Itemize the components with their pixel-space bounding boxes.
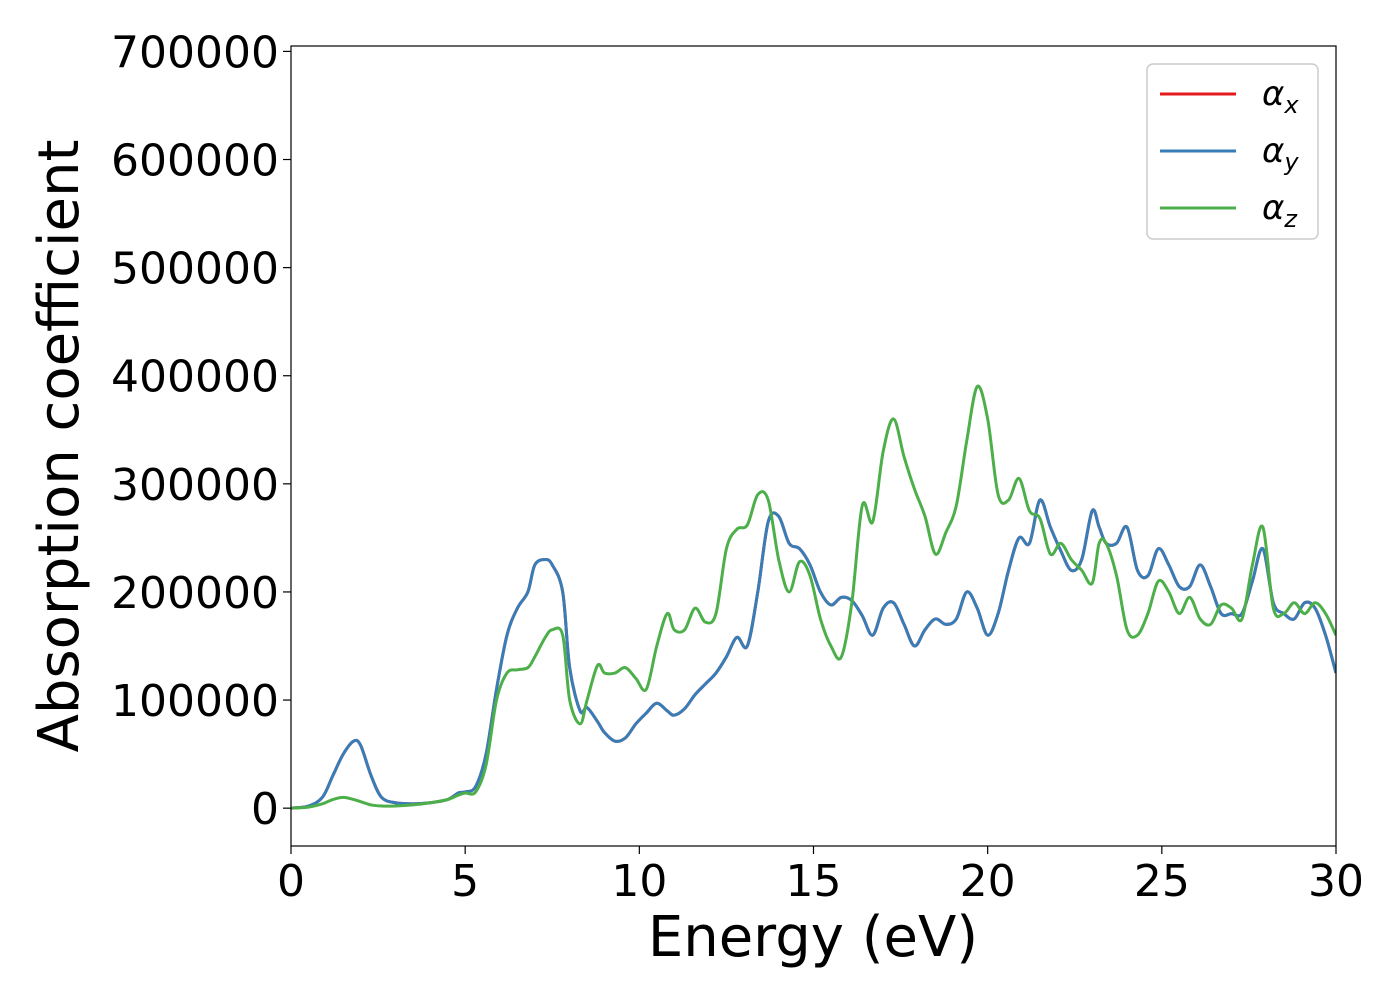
y-tick-label: 200000 bbox=[111, 568, 279, 619]
x-axis: 0 5 10 15 20 25 30 bbox=[277, 846, 1364, 907]
x-tick-label: 10 bbox=[611, 856, 667, 907]
legend-label-z: αz bbox=[1262, 188, 1298, 233]
y-tick-label: 700000 bbox=[111, 27, 279, 78]
series-line-x bbox=[291, 498, 1336, 810]
legend: αx αy αz bbox=[1146, 63, 1319, 240]
plot-area bbox=[291, 384, 1336, 810]
x-tick-label: 0 bbox=[277, 856, 305, 907]
y-tick-label: 300000 bbox=[111, 460, 279, 511]
y-tick-label: 500000 bbox=[111, 244, 279, 295]
y-tick-label: 400000 bbox=[111, 352, 279, 403]
y-tick-label: 100000 bbox=[111, 676, 279, 727]
series-line-y bbox=[291, 498, 1336, 810]
y-axis-label: Absorption coefficient bbox=[27, 140, 92, 753]
legend-label-y: αy bbox=[1262, 131, 1299, 176]
x-axis-label: Energy (eV) bbox=[648, 905, 978, 970]
x-tick-label: 15 bbox=[786, 856, 842, 907]
y-tick-label: 600000 bbox=[111, 136, 279, 187]
series-line-z bbox=[291, 384, 1336, 810]
y-tick-label: 0 bbox=[251, 784, 279, 835]
y-axis: 0 100000 200000 300000 400000 500000 600000 700… bbox=[111, 27, 291, 835]
x-tick-label: 5 bbox=[451, 856, 479, 907]
x-tick-label: 30 bbox=[1308, 856, 1364, 907]
legend-label-x: αx bbox=[1262, 74, 1299, 119]
x-tick-label: 20 bbox=[960, 856, 1016, 907]
x-tick-label: 25 bbox=[1134, 856, 1190, 907]
